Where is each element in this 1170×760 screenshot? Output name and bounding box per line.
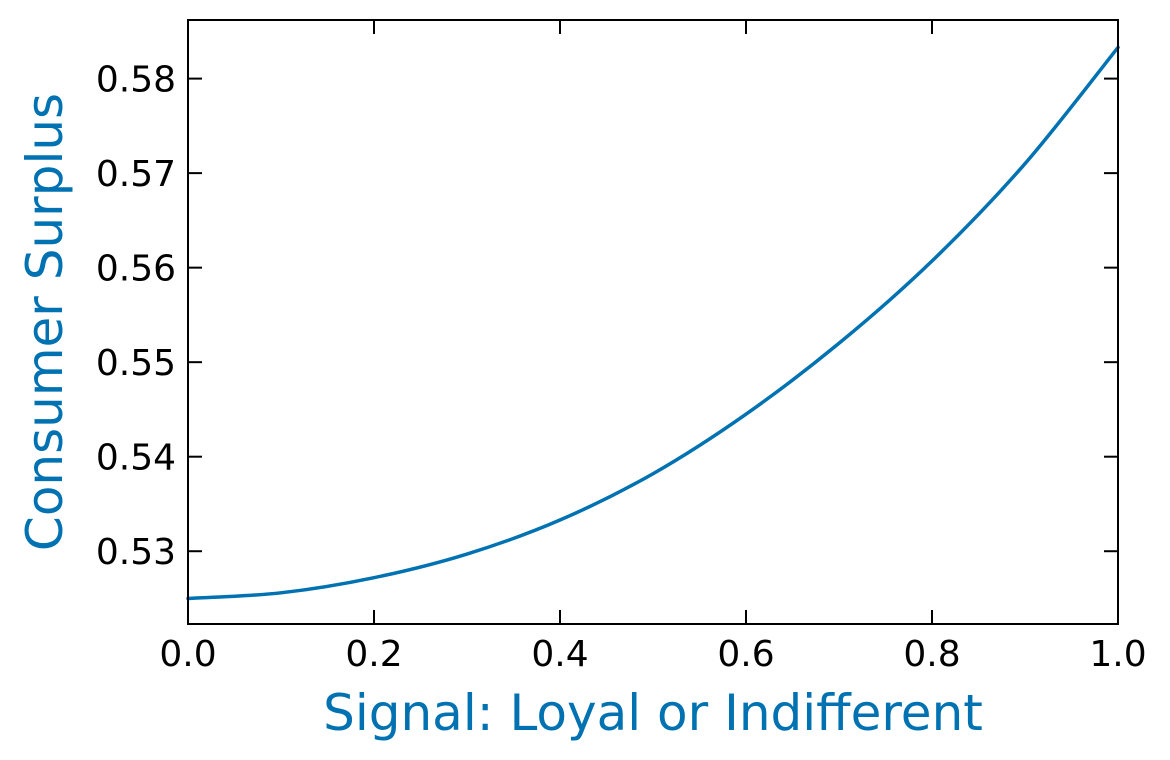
x-tick-label: 1.0 [1089,634,1146,675]
tick-labels: 0.0 0.2 0.4 0.6 0.8 1.0 0.53 0.54 0.55 0.56 0.57 0.… [96,60,1147,675]
x-tick-label: 0.2 [345,634,402,675]
x-tick-label: 0.8 [903,634,960,675]
y-tick-label: 0.58 [96,60,176,101]
y-tick-label: 0.56 [96,249,176,290]
x-tick-label: 0.4 [531,634,588,675]
y-tick-label: 0.54 [96,438,176,479]
y-tick-label: 0.55 [96,343,176,384]
x-tick-label: 0.0 [159,634,216,675]
y-axis-title: Consumer Surplus [16,93,74,551]
x-axis-title: Signal: Loyal or Indifferent [323,684,983,742]
y-tick-label: 0.57 [96,154,176,195]
plot-background [188,20,1118,624]
x-tick-label: 0.6 [717,634,774,675]
series-line [186,45,1120,601]
y-tick-label: 0.53 [96,532,176,573]
plot-frame [187,19,1119,625]
